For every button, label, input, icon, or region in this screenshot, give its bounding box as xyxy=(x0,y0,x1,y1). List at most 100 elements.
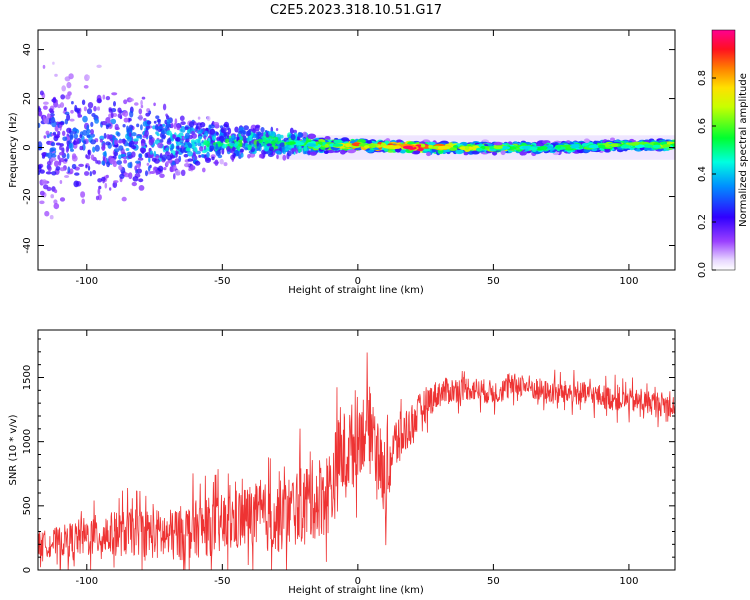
spectrogram-cell xyxy=(73,133,79,139)
spectrogram-cell xyxy=(175,141,182,146)
spectrogram-cell xyxy=(145,170,148,177)
spectrogram-cell xyxy=(165,160,169,167)
spectrogram-cell xyxy=(464,146,470,150)
spectrogram-cell xyxy=(59,197,66,202)
spectrogram-cell xyxy=(206,151,210,158)
spectrogram-cell xyxy=(39,169,45,174)
spectrogram-y-axis-label: Frequency (Hz) xyxy=(8,112,19,188)
spectrogram-cell xyxy=(209,128,216,135)
snr-y-tick-label: 1500 xyxy=(22,365,33,390)
spectrogram-cell xyxy=(341,137,349,142)
spectrogram-cell xyxy=(123,99,128,105)
snr-marks xyxy=(38,352,675,570)
spectrogram-cell xyxy=(126,151,133,156)
spectrogram-cell xyxy=(340,149,346,155)
spectrogram-cell xyxy=(141,143,146,147)
spectrogram-cell xyxy=(263,144,270,152)
spectrogram-cell xyxy=(333,139,343,144)
spectrogram-cell xyxy=(287,150,292,157)
spectrogram-cell xyxy=(135,160,141,164)
spectrogram-cell xyxy=(54,189,58,194)
spectrogram-cell xyxy=(428,144,433,149)
spectrogram-cell xyxy=(220,136,224,143)
spectrogram-cell xyxy=(48,108,54,113)
spectrogram-cell xyxy=(96,98,102,104)
spectrogram-cell xyxy=(157,142,164,149)
spectrogram-cell xyxy=(268,131,274,136)
spectrogram-cell xyxy=(276,154,279,160)
spectrogram-cell xyxy=(164,126,168,131)
spectrogram-cell xyxy=(87,149,91,155)
spectrogram-cell xyxy=(166,130,172,136)
spectrogram-cell xyxy=(152,125,156,130)
spectrogram-cell xyxy=(126,136,132,142)
spectrogram-cell xyxy=(366,140,372,145)
spectrogram-cell xyxy=(113,139,118,146)
spectrogram-cell xyxy=(227,127,232,135)
spectrogram-cell xyxy=(105,124,109,130)
spectrogram-cell xyxy=(148,110,152,115)
spectrogram-cell xyxy=(38,122,41,128)
spectrogram-cell xyxy=(583,138,590,143)
spectrogram-cell xyxy=(187,158,193,162)
spectrogram-cell xyxy=(240,148,245,153)
spectrogram-cell xyxy=(289,127,294,134)
spectrogram-cell xyxy=(99,138,103,143)
spectrogram-cell xyxy=(77,112,81,118)
spectrogram-cell xyxy=(188,121,195,128)
spectrogram-cell xyxy=(169,166,174,173)
spectrogram-cell xyxy=(94,118,99,124)
spectrogram-cell xyxy=(87,165,91,171)
spectrogram-cell xyxy=(129,98,134,102)
snr-series-line xyxy=(38,352,675,570)
spectrogram-cell xyxy=(493,145,503,150)
spectrogram-cell xyxy=(427,141,436,146)
spectrogram-cell xyxy=(68,73,74,80)
spectrogram-cell xyxy=(79,134,82,139)
spectrogram-cell xyxy=(62,136,68,142)
spectrogram-cell xyxy=(205,146,211,151)
spectrogram-y-tick-label: 20 xyxy=(22,92,33,105)
spectrogram-cell xyxy=(104,182,108,189)
spectrogram-y-tick-label: 40 xyxy=(22,43,33,56)
spectrogram-cell xyxy=(110,111,114,119)
spectrogram-cell xyxy=(215,150,221,157)
spectrogram-cell xyxy=(142,120,148,127)
spectrogram-cell xyxy=(219,158,224,165)
spectrogram-cell xyxy=(137,157,144,161)
spectrogram-cell xyxy=(90,129,94,135)
spectrogram-cell xyxy=(59,123,62,131)
spectrogram-cell xyxy=(345,143,351,148)
spectrogram-cell xyxy=(232,152,236,158)
spectrogram-cell xyxy=(206,115,211,122)
spectrogram-cell xyxy=(80,191,86,198)
spectrogram-cell xyxy=(43,105,48,110)
spectrogram-cell xyxy=(139,134,143,140)
spectrogram-cell xyxy=(76,109,79,114)
spectrogram-cell xyxy=(280,134,284,139)
spectrogram-cell xyxy=(138,108,143,115)
spectrogram-cell xyxy=(166,115,170,120)
spectrogram-cell xyxy=(194,160,201,166)
spectrogram-cell xyxy=(271,140,276,146)
spectrogram-cell xyxy=(236,152,240,157)
spectrogram-cell xyxy=(70,109,74,114)
spectrogram-cell xyxy=(244,147,249,151)
spectrogram-cell xyxy=(122,138,126,145)
spectrogram-cell xyxy=(92,146,96,153)
spectrogram-cell xyxy=(128,140,135,148)
spectrogram-cell xyxy=(85,164,88,169)
spectrogram-cell xyxy=(221,143,228,148)
spectrogram-cell xyxy=(225,138,230,144)
spectrogram-cell xyxy=(287,141,296,145)
spectrogram-cell xyxy=(183,153,189,158)
spectrogram-cell xyxy=(180,121,186,125)
colorbar-gradient xyxy=(711,29,736,271)
spectrogram-cell xyxy=(60,94,66,100)
spectrogram-cell xyxy=(290,148,296,152)
spectrogram-ticks: -100 -50 0 50 100 -40 -20 0 20 40 xyxy=(22,30,675,287)
spectrogram-cell xyxy=(128,172,133,180)
spectrogram-cell xyxy=(58,159,62,166)
spectrogram-cell xyxy=(309,151,317,156)
spectrogram-cell xyxy=(588,144,600,149)
